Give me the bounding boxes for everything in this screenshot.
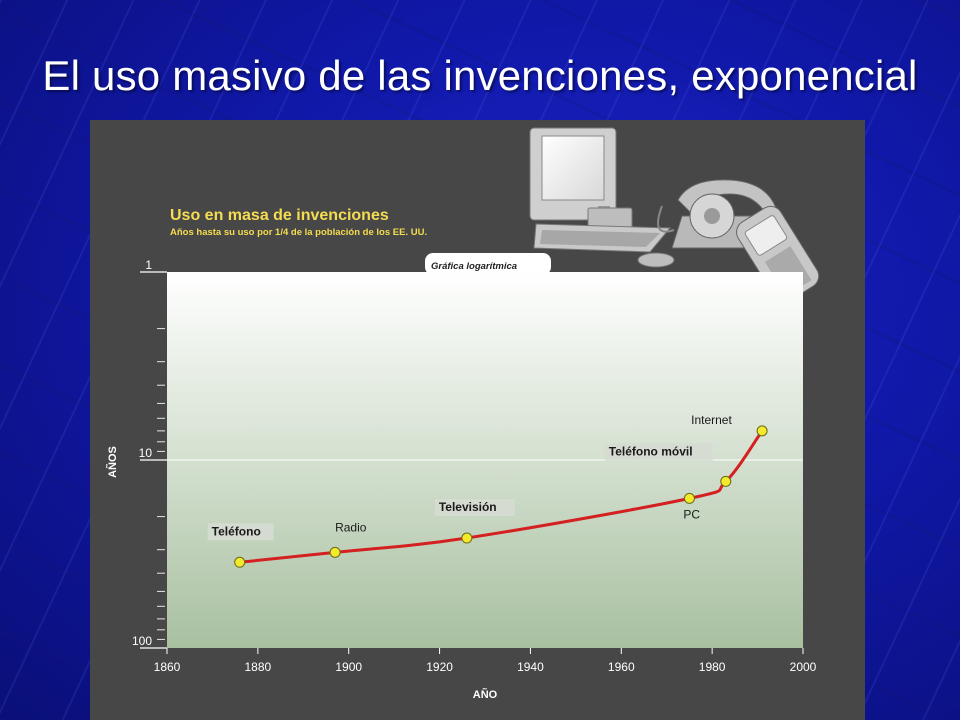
point-label-bg (604, 443, 713, 461)
x-axis-title: AÑO (473, 688, 498, 701)
data-point (756, 425, 768, 437)
point-label: PC (683, 507, 700, 521)
point-label: Teléfono móvil (609, 444, 693, 458)
data-point (720, 475, 732, 487)
x-tick-label: 2000 (790, 660, 817, 674)
point-label-group: Internet (691, 413, 732, 427)
chart-title: Uso en masa de invenciones (170, 207, 389, 224)
x-tick-label: 1880 (245, 660, 272, 674)
line-chart: Uso en masa de invenciones Años hasta su… (90, 120, 865, 720)
x-tick-label: 1860 (154, 660, 181, 674)
y-tick-label: 1 (145, 258, 152, 272)
x-tick-label: 1980 (699, 660, 726, 674)
data-point (683, 492, 695, 504)
computer-illustration (529, 127, 675, 268)
y-tick-label: 10 (139, 446, 153, 460)
x-tick-label: 1960 (608, 660, 635, 674)
y-tick-label: 100 (132, 634, 152, 648)
point-label-bg (207, 523, 274, 541)
data-point (461, 532, 473, 544)
point-label: Radio (335, 520, 367, 534)
point-label-group: Radio (335, 520, 367, 534)
point-label-group: Teléfono (207, 523, 274, 541)
label-layer: Teléfono Radio Televisión PC Teléfono móvil I… (207, 413, 732, 541)
series-layer (234, 425, 768, 568)
point-label-group: Televisión (434, 499, 515, 517)
point-label: Internet (691, 413, 732, 427)
chart-figure: Uso en masa de invenciones Años hasta su… (90, 120, 865, 720)
x-tick-label: 1900 (335, 660, 362, 674)
x-tick-label: 1920 (426, 660, 453, 674)
scale-tag (425, 253, 551, 275)
x-tick-label: 1940 (517, 660, 544, 674)
point-label-bg (434, 499, 515, 517)
data-point (234, 556, 246, 568)
scale-tag-label: Gráfica logarítmica (431, 261, 517, 272)
point-label-group: Teléfono móvil (604, 443, 713, 461)
point-label: Teléfono (212, 524, 261, 538)
point-label-group: PC (683, 507, 700, 521)
y-axis-title: AÑOS (106, 446, 119, 478)
point-label: Televisión (439, 500, 497, 514)
slide-title: El uso masivo de las invenciones, expone… (42, 52, 918, 99)
chart-subtitle: Años hasta su uso por 1/4 de la població… (170, 227, 427, 238)
data-point (329, 546, 341, 558)
